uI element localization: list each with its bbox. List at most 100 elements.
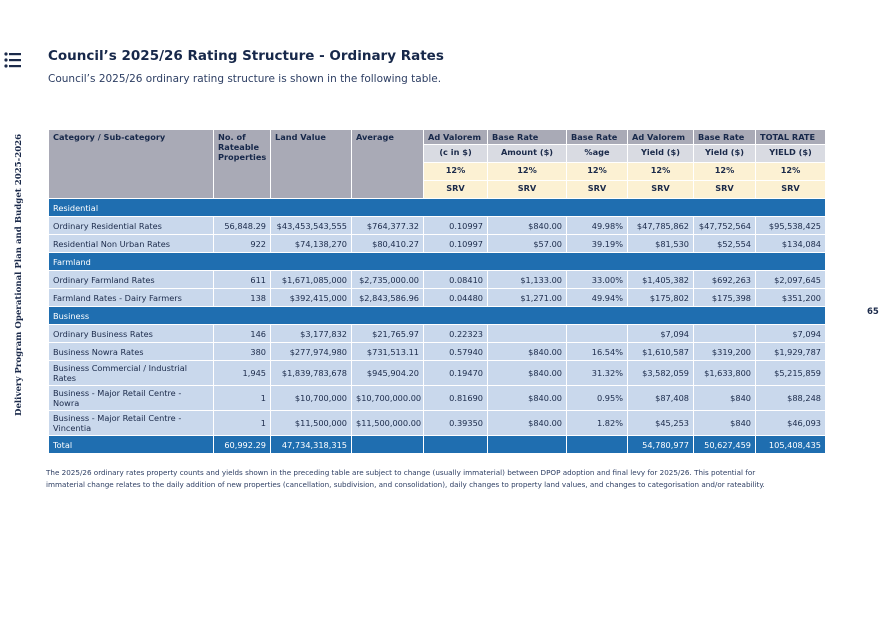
cell: 0.39350	[423, 410, 488, 436]
header-cell: 12%	[487, 162, 567, 181]
cell: $1,133.00	[487, 270, 567, 289]
header-cell: Ad Valorem	[423, 129, 488, 145]
header-cell: No. of Rateable Properties	[213, 129, 271, 199]
cell: $81,530	[627, 234, 694, 253]
header-cell: TOTAL RATE	[755, 129, 826, 145]
cell: $945,904.20	[351, 360, 424, 386]
subtitle: Council’s 2025/26 ordinary rating struct…	[48, 73, 442, 85]
cell	[693, 324, 756, 343]
cell: $21,765.97	[351, 324, 424, 343]
cell: 0.04480	[423, 288, 488, 307]
data-row: Business Commercial / Industrial Rates 1,…	[48, 360, 826, 386]
header-cell: Land Value	[270, 129, 352, 199]
cell: Ordinary Residential Rates	[48, 216, 214, 235]
cell: $1,271.00	[487, 288, 567, 307]
header-cell: 12%	[423, 162, 488, 181]
cell: $1,405,382	[627, 270, 694, 289]
data-row: Ordinary Business Rates 146 $3,177,832 $21,…	[48, 324, 826, 343]
cell: $840.00	[487, 385, 567, 411]
cell: 49.94%	[566, 288, 628, 307]
header-cell: 12%	[755, 162, 826, 181]
header-cell: SRV	[423, 180, 488, 199]
cell: $87,408	[627, 385, 694, 411]
header-row: SRV SRV SRV SRV SRV SRV	[49, 180, 826, 199]
menu-icon[interactable]	[4, 52, 22, 68]
cell: $10,700,000.00	[351, 385, 424, 411]
header-cell: SRV	[566, 180, 628, 199]
cell: Ordinary Farmland Rates	[48, 270, 214, 289]
header-cell: YIELD ($)	[755, 144, 826, 163]
data-row: Business - Major Retail Centre - Vincent…	[48, 410, 826, 436]
total-cell: Total	[48, 435, 214, 454]
title: Council’s 2025/26 Rating Structure - Ord…	[48, 48, 444, 64]
cell: $351,200	[755, 288, 826, 307]
cell: $277,974,980	[270, 342, 352, 361]
header-cell: SRV	[487, 180, 567, 199]
cell	[566, 324, 628, 343]
section-row: Farmland	[48, 252, 826, 271]
page-number: 65	[867, 307, 879, 317]
cell: 138	[213, 288, 271, 307]
total-row: Total 60,992.29 47,734,318,315 54,780,977 50…	[48, 435, 826, 454]
cell: $80,410.27	[351, 234, 424, 253]
cell: $95,538,425	[755, 216, 826, 235]
cell: $3,582,059	[627, 360, 694, 386]
section-label: Farmland	[48, 252, 826, 271]
cell: Business - Major Retail Centre - Vincent…	[48, 410, 214, 436]
cell: 611	[213, 270, 271, 289]
cell: $840.00	[487, 410, 567, 436]
cell: Farmland Rates - Dairy Farmers	[48, 288, 214, 307]
cell: 49.98%	[566, 216, 628, 235]
header-cell: Base Rate	[566, 129, 628, 145]
total-cell: 54,780,977	[627, 435, 694, 454]
cell: $10,700,000	[270, 385, 352, 411]
cell: $1,610,587	[627, 342, 694, 361]
cell: 31.32%	[566, 360, 628, 386]
cell: $1,929,787	[755, 342, 826, 361]
footnote: The 2025/26 ordinary rates property coun…	[46, 468, 765, 489]
total-cell	[351, 435, 424, 454]
cell: $731,513.11	[351, 342, 424, 361]
cell: 1,945	[213, 360, 271, 386]
cell: $175,802	[627, 288, 694, 307]
total-cell	[487, 435, 567, 454]
cell: 33.00%	[566, 270, 628, 289]
cell: $43,453,543,555	[270, 216, 352, 235]
total-cell: 50,627,459	[693, 435, 756, 454]
cell: Ordinary Business Rates	[48, 324, 214, 343]
section-row: Business	[48, 306, 826, 325]
header-cell: 12%	[627, 162, 694, 181]
cell: 0.22323	[423, 324, 488, 343]
cell: $392,415,000	[270, 288, 352, 307]
cell: $840	[693, 385, 756, 411]
header-cell: SRV	[627, 180, 694, 199]
cell: $45,253	[627, 410, 694, 436]
data-row: Residential Non Urban Rates 922 $74,138,27…	[48, 234, 826, 253]
data-row: Ordinary Residential Rates 56,848.29 $43,4…	[48, 216, 826, 235]
cell: $134,084	[755, 234, 826, 253]
cell: Business Nowra Rates	[48, 342, 214, 361]
total-cell	[423, 435, 488, 454]
cell: $692,263	[693, 270, 756, 289]
cell: $175,398	[693, 288, 756, 307]
header-cell: Yield ($)	[693, 144, 756, 163]
cell: 1	[213, 410, 271, 436]
cell	[487, 324, 567, 343]
cell: 1.82%	[566, 410, 628, 436]
section-label: Residential	[48, 198, 826, 217]
section-row: Residential	[48, 198, 826, 217]
cell: $5,215,859	[755, 360, 826, 386]
header-row: 12% 12% 12% 12% 12% 12%	[49, 162, 826, 181]
rates-table: Category / Sub-category No. of Rateable P…	[48, 129, 826, 454]
cell: $2,097,645	[755, 270, 826, 289]
cell: $764,377.32	[351, 216, 424, 235]
header-cell: Base Rate	[693, 129, 756, 145]
data-row: Ordinary Farmland Rates 611 $1,671,085,000…	[48, 270, 826, 289]
cell: $74,138,270	[270, 234, 352, 253]
total-cell: 47,734,318,315	[270, 435, 352, 454]
cell: $840.00	[487, 216, 567, 235]
cell: $11,500,000.00	[351, 410, 424, 436]
cell: $1,839,783,678	[270, 360, 352, 386]
cell: $57.00	[487, 234, 567, 253]
